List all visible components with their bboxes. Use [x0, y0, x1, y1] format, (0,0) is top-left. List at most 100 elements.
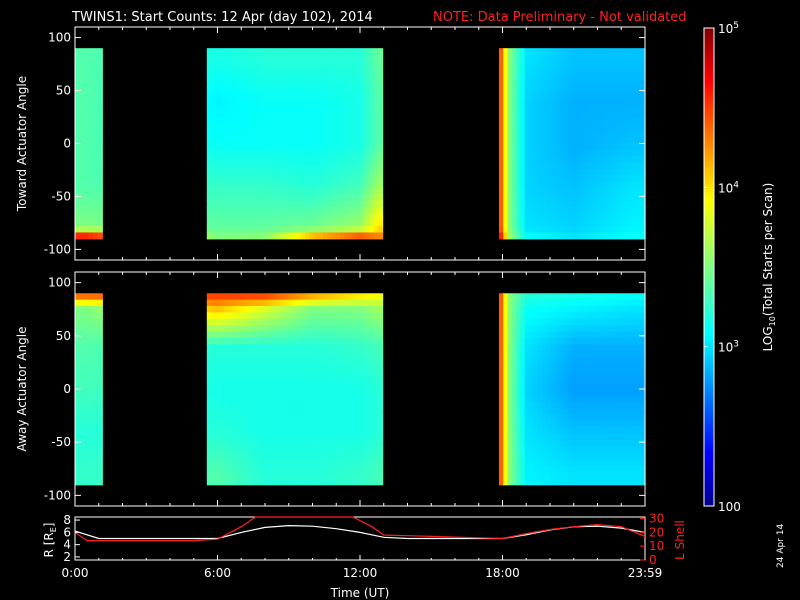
- toward-cell: [571, 226, 577, 234]
- away-cell: [640, 440, 646, 448]
- toward-cell: [245, 124, 251, 132]
- toward-cell: [541, 99, 547, 106]
- toward-cell: [335, 73, 341, 81]
- toward-cell: [305, 175, 311, 183]
- away-cell: [593, 337, 599, 345]
- toward-cell: [567, 168, 573, 176]
- toward-cell: [296, 232, 302, 240]
- toward-cell: [331, 79, 337, 87]
- toward-cell: [343, 99, 349, 106]
- away-cell: [529, 471, 534, 479]
- away-cell: [335, 440, 341, 448]
- away-cell: [516, 382, 522, 390]
- away-cell: [288, 389, 294, 396]
- away-cell: [348, 337, 354, 345]
- away-cell: [529, 440, 534, 448]
- toward-cell: [301, 137, 307, 145]
- away-cell: [503, 395, 509, 403]
- away-cell: [614, 363, 620, 371]
- away-cell: [232, 433, 238, 441]
- toward-cell: [563, 143, 569, 151]
- away-cell: [211, 433, 216, 441]
- away-cell: [516, 293, 522, 301]
- toward-cell: [343, 200, 349, 208]
- toward-cell: [597, 130, 603, 138]
- away-cell: [520, 369, 526, 377]
- away-cell: [541, 382, 547, 390]
- toward-cell: [614, 194, 620, 202]
- away-cell: [292, 369, 298, 377]
- toward-cell: [288, 156, 294, 164]
- away-cell: [75, 357, 81, 365]
- away-cell: [219, 420, 225, 428]
- away-cell: [75, 376, 81, 384]
- away-cell: [223, 440, 229, 448]
- away-cell: [266, 357, 272, 365]
- toward-cell: [614, 200, 620, 208]
- toward-cell: [292, 200, 298, 208]
- away-cell: [567, 344, 573, 352]
- toward-cell: [232, 226, 238, 234]
- away-cell: [352, 306, 358, 314]
- away-cell: [606, 471, 612, 479]
- toward-cell: [97, 92, 103, 100]
- toward-cell: [554, 124, 560, 132]
- away-cell: [546, 459, 552, 467]
- away-cell: [343, 376, 349, 384]
- away-cell: [537, 420, 543, 428]
- toward-cell: [275, 48, 281, 56]
- toward-cell: [262, 181, 268, 189]
- toward-cell: [283, 162, 289, 170]
- toward-cell: [88, 226, 94, 234]
- toward-cell: [283, 111, 289, 119]
- away-cell: [258, 452, 264, 460]
- toward-cell: [529, 232, 534, 240]
- toward-cell: [533, 207, 539, 214]
- away-cell: [271, 312, 276, 320]
- away-cell: [619, 452, 625, 460]
- toward-cell: [228, 111, 234, 119]
- toward-cell: [219, 99, 225, 106]
- away-cell: [339, 325, 345, 333]
- away-cell: [228, 318, 234, 326]
- toward-cell: [348, 194, 354, 202]
- away-cell: [632, 369, 638, 377]
- toward-cell: [305, 232, 311, 240]
- away-cell: [619, 389, 625, 396]
- toward-cell: [373, 92, 379, 100]
- toward-cell: [262, 213, 268, 221]
- toward-cell: [361, 149, 367, 157]
- away-cell: [498, 306, 504, 314]
- toward-cell: [241, 187, 246, 195]
- away-cell: [275, 350, 281, 358]
- away-cell: [584, 446, 590, 454]
- away-cell: [352, 369, 358, 377]
- away-cell: [249, 337, 255, 345]
- toward-cell: [296, 73, 302, 81]
- away-cell: [619, 299, 625, 307]
- toward-cell: [610, 168, 616, 176]
- toward-cell: [93, 48, 99, 56]
- away-cell: [593, 408, 599, 416]
- toward-cell: [84, 175, 90, 183]
- away-cell: [215, 440, 221, 448]
- toward-cell: [361, 207, 367, 214]
- away-cell: [245, 382, 251, 390]
- toward-cell: [223, 105, 229, 113]
- toward-cell: [567, 48, 573, 56]
- toward-cell: [236, 86, 242, 94]
- away-cell: [640, 318, 646, 326]
- away-cell: [79, 363, 85, 371]
- away-cell: [223, 293, 229, 301]
- toward-cell: [632, 124, 638, 132]
- away-cell: [593, 414, 599, 422]
- away-cell: [373, 325, 379, 333]
- away-cell: [584, 452, 590, 460]
- away-cell: [627, 350, 633, 358]
- away-cell: [498, 350, 504, 358]
- away-cell: [632, 376, 638, 384]
- away-cell: [546, 446, 552, 454]
- toward-cell: [559, 60, 564, 68]
- away-cell: [335, 369, 341, 377]
- away-cell: [326, 344, 332, 352]
